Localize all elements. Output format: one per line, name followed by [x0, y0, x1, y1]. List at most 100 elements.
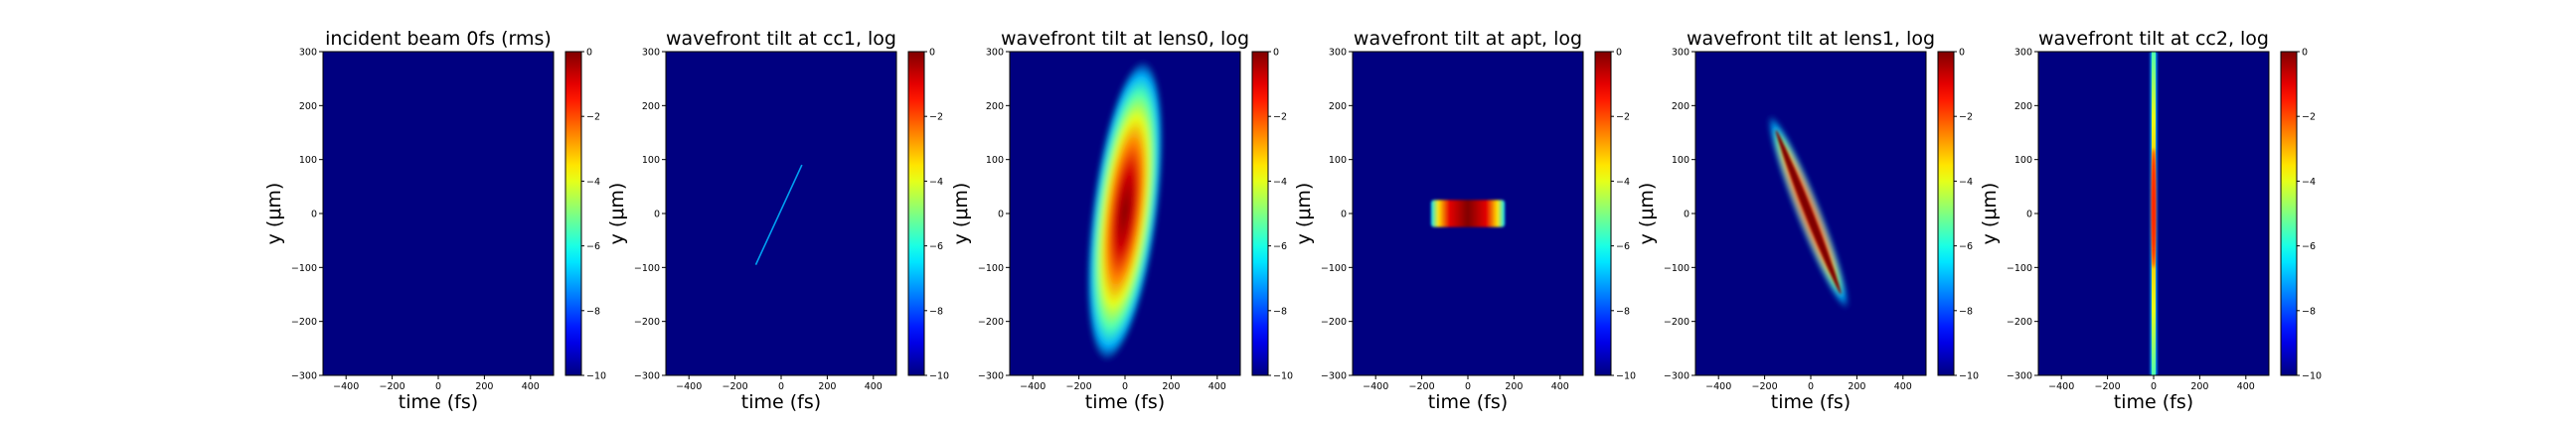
y-tick-label: 0: [1341, 210, 1347, 220]
x-axis-label: time (fs): [1085, 391, 1165, 413]
colorbar-tick-label: −6: [586, 241, 600, 252]
colorbar-tick-label: 0: [586, 48, 592, 59]
y-tick-label: −100: [1664, 263, 1690, 274]
colorbar: [1251, 51, 1269, 376]
x-axis-label: time (fs): [1771, 391, 1851, 413]
x-tick-label: 0: [1122, 381, 1128, 392]
x-tick-label: 0: [1465, 381, 1471, 392]
x-tick-label: −200: [1752, 381, 1778, 392]
x-tick-label: 0: [435, 381, 441, 392]
colorbar-tick-label: −2: [586, 112, 600, 123]
chart-title: wavefront tilt at apt, log: [1354, 28, 1582, 50]
colorbar-tick-label: −8: [586, 306, 600, 317]
y-tick-label: 0: [654, 210, 660, 220]
colorbar-tick-label: −2: [929, 112, 943, 123]
x-tick-label: −200: [723, 381, 748, 392]
colorbar-tick-label: −2: [2302, 112, 2316, 123]
y-tick-label: 100: [2014, 155, 2032, 166]
colorbar-tick-label: −6: [1273, 241, 1287, 252]
y-axis-label: y (μm): [263, 183, 285, 245]
y-tick-label: 300: [986, 48, 1004, 59]
x-axis-label: time (fs): [2114, 391, 2193, 413]
colorbar-tick-label: −8: [1616, 306, 1630, 317]
colorbar-tick-label: 0: [2302, 48, 2308, 59]
colorbar-tick-label: −6: [2302, 241, 2316, 252]
x-tick-label: 200: [818, 381, 836, 392]
colorbar-tick-label: −4: [929, 177, 943, 188]
intensity-core: [1775, 130, 1842, 295]
y-tick-label: −200: [978, 317, 1004, 328]
y-tick-label: −300: [978, 371, 1004, 382]
y-tick-label: 300: [299, 48, 317, 59]
y-tick-label: −100: [2007, 263, 2032, 274]
y-tick-label: −300: [291, 371, 317, 382]
x-tick-label: −200: [380, 381, 405, 392]
y-tick-label: 300: [2014, 48, 2032, 59]
y-tick-label: 200: [1329, 101, 1347, 112]
x-tick-label: 400: [1894, 381, 1912, 392]
x-tick-label: 200: [475, 381, 493, 392]
heatmap-background: [323, 52, 554, 375]
y-axis-label: y (μm): [950, 183, 972, 245]
colorbar-tick-label: 0: [1616, 48, 1622, 59]
y-tick-label: 0: [2026, 210, 2032, 220]
colorbar-tick-label: −10: [2302, 371, 2322, 382]
y-tick-label: 200: [299, 101, 317, 112]
x-tick-label: 200: [2190, 381, 2208, 392]
heatmap-feature: [1430, 200, 1506, 227]
y-tick-label: 100: [986, 155, 1004, 166]
colorbar-tick-label: −10: [1959, 371, 1979, 382]
intensity-band: [1430, 200, 1506, 227]
panel-4: −400 −200 0 200 400−300−200−1000100200300wav…: [1293, 28, 1636, 413]
y-tick-label: −300: [634, 371, 660, 382]
x-axis-label: time (fs): [1428, 391, 1508, 413]
colorbar-tick-label: −4: [1959, 177, 1973, 188]
x-tick-label: −400: [333, 381, 359, 392]
y-tick-label: −300: [1664, 371, 1690, 382]
colorbar-tick-label: −6: [1616, 241, 1630, 252]
colorbar-tick-label: −4: [2302, 177, 2316, 188]
x-tick-label: −200: [1066, 381, 1092, 392]
colorbar-tick-label: −8: [2302, 306, 2316, 317]
colorbar-tick-label: −6: [1959, 241, 1973, 252]
panel-3: −400 −200 0 200 400−300−200−1000100200300wav…: [950, 28, 1293, 413]
colorbar-tick-label: 0: [929, 48, 935, 59]
colorbar: [907, 51, 925, 376]
y-axis-label: y (μm): [1979, 183, 2001, 245]
y-tick-label: 100: [642, 155, 660, 166]
x-tick-label: 400: [1551, 381, 1569, 392]
x-tick-label: 200: [1505, 381, 1523, 392]
y-tick-label: −300: [2007, 371, 2032, 382]
y-tick-label: 0: [998, 210, 1004, 220]
x-tick-label: 400: [865, 381, 883, 392]
panel-6: −400 −200 0 200 400−300−200−1000100200300wav…: [1979, 28, 2322, 413]
y-tick-label: 100: [1329, 155, 1347, 166]
y-tick-label: −100: [978, 263, 1004, 274]
colorbar-tick-label: −10: [1273, 371, 1293, 382]
colorbar-tick-label: −4: [586, 177, 600, 188]
x-tick-label: −400: [1705, 381, 1731, 392]
y-tick-label: 300: [1329, 48, 1347, 59]
x-tick-label: −400: [2048, 381, 2074, 392]
x-tick-label: 400: [522, 381, 540, 392]
colorbar-tick-label: −2: [1273, 112, 1287, 123]
heatmap-feature: [1087, 61, 1163, 361]
y-tick-label: −100: [634, 263, 660, 274]
colorbar-tick-label: −2: [1959, 112, 1973, 123]
x-tick-label: −400: [1363, 381, 1388, 392]
heatmap-feature: [2150, 52, 2158, 375]
colorbar: [564, 51, 582, 376]
heatmap-background: [666, 52, 896, 375]
x-tick-label: 0: [778, 381, 784, 392]
y-tick-label: −200: [2007, 317, 2032, 328]
x-tick-label: −200: [1409, 381, 1435, 392]
colorbar-tick-label: −8: [1959, 306, 1973, 317]
chart-title: wavefront tilt at cc1, log: [666, 28, 896, 50]
x-tick-label: −400: [1020, 381, 1046, 392]
colorbar-tick-label: −4: [1273, 177, 1287, 188]
y-tick-label: −200: [1664, 317, 1690, 328]
colorbar-tick-label: −8: [1273, 306, 1287, 317]
y-tick-label: 200: [986, 101, 1004, 112]
x-tick-label: 200: [1162, 381, 1180, 392]
x-tick-label: −200: [2095, 381, 2121, 392]
